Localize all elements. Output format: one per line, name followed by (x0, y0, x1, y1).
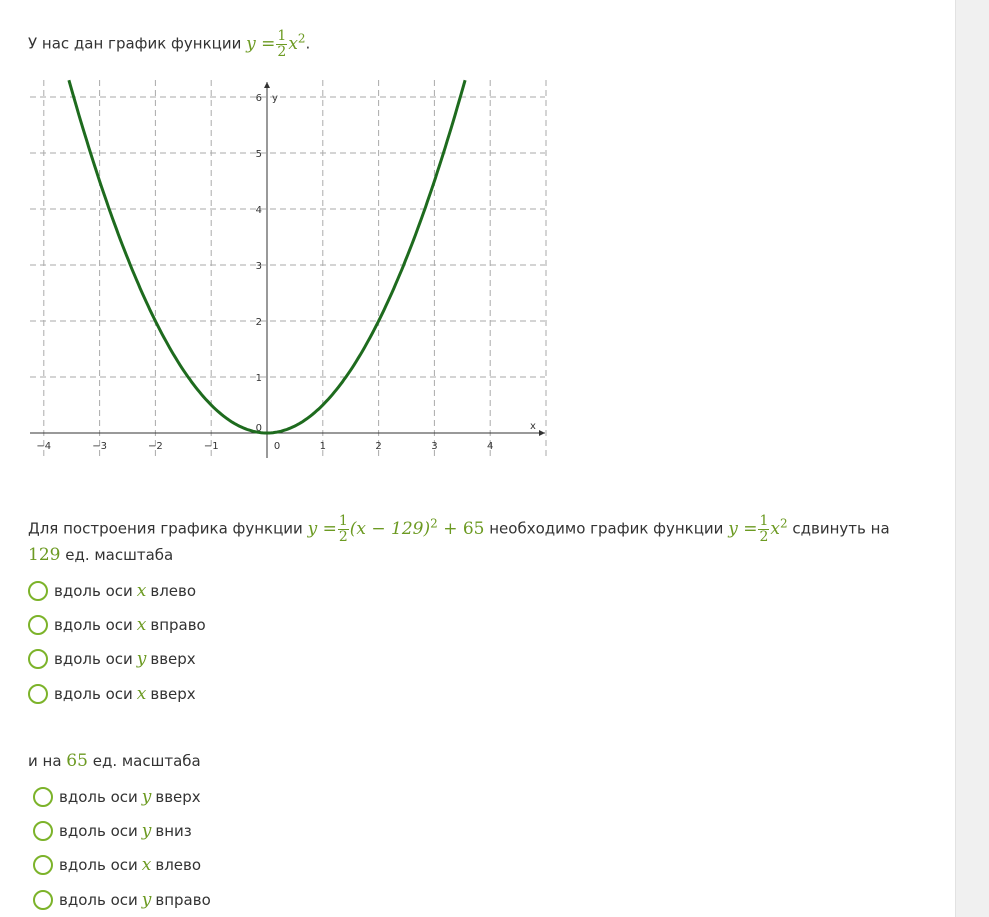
formula-shifted: y = 1 2 (x − 129)2 + 65 (307, 513, 485, 544)
x-tick-label: 3 (431, 441, 437, 452)
x-tick-label: −1 (204, 441, 219, 452)
answer-option[interactable]: вдоль оси y вверх (28, 649, 196, 669)
y-tick-label: 2 (256, 317, 262, 328)
denominator: 2 (277, 43, 287, 60)
radio-button[interactable] (33, 890, 53, 910)
y-tick-label: 6 (256, 93, 262, 104)
period: . (305, 34, 311, 53)
option-pre: вдоль оси (59, 856, 138, 874)
radio-button[interactable] (33, 821, 53, 841)
formula-tail: + 65 (443, 518, 485, 539)
option-post: вправо (155, 891, 211, 909)
denominator: 2 (338, 528, 348, 545)
formula-body: (x − 129) (349, 518, 431, 539)
formula-lhs: y = (307, 518, 337, 539)
option-var: y (141, 787, 152, 807)
numerator: 1 (337, 512, 349, 530)
q2-amount: и на 65 ед. масштаба (28, 751, 201, 771)
radio-button[interactable] (33, 787, 53, 807)
formula-lhs: y = (728, 518, 758, 539)
answer-option[interactable]: вдоль оси y вверх (33, 787, 201, 807)
var: x (288, 33, 298, 54)
option-var: x (136, 615, 147, 635)
option-var: y (141, 890, 152, 910)
q1-unit: ед. масштаба (65, 546, 174, 564)
question1-text: Для построения графика функции y = 1 2 (x −… (28, 513, 890, 545)
numerator: 1 (276, 27, 288, 45)
var: x (770, 518, 780, 539)
option-pre: вдоль оси (59, 822, 138, 840)
q2-value: 65 (66, 751, 88, 771)
q1-text-mid: необходимо график функции (489, 519, 724, 538)
x-tick-label: −3 (92, 441, 107, 452)
y-axis-arrow (264, 82, 270, 88)
formula-lhs: y = (246, 33, 276, 54)
option-var: y (141, 821, 152, 841)
option-post: вправо (150, 616, 206, 634)
x-tick-label: 1 (320, 441, 326, 452)
option-post: вниз (155, 822, 192, 840)
answer-option[interactable]: вдоль оси x вверх (28, 684, 196, 704)
y-tick-label: 1 (256, 373, 262, 384)
q2-pre: и на (28, 752, 62, 770)
x-tick-label: −2 (148, 441, 163, 452)
y-tick-label: 4 (256, 205, 262, 216)
answer-option[interactable]: вдоль оси x влево (28, 581, 196, 601)
answer-option[interactable]: вдоль оси y вниз (33, 821, 192, 841)
radio-button[interactable] (33, 855, 53, 875)
y-tick-label: 0 (256, 423, 262, 434)
option-pre: вдоль оси (54, 616, 133, 634)
option-post: влево (150, 582, 197, 600)
exponent: 2 (430, 516, 438, 530)
q1-amount: 129 ед. масштаба (28, 545, 173, 565)
parabola-curve (67, 79, 467, 435)
radio-button[interactable] (28, 615, 48, 635)
y-tick-label: 5 (256, 149, 262, 160)
x-tick-label: 0 (274, 441, 280, 452)
intro-label: У нас дан график функции (28, 34, 242, 53)
option-var: x (141, 855, 152, 875)
formula: y = 1 2 x2 (246, 28, 306, 59)
option-var: x (136, 684, 147, 704)
parabola-chart: −4 −3 −2 −1 0 1 2 3 4 0 1 2 3 4 5 6 x y (30, 79, 547, 458)
answer-option[interactable]: вдоль оси y вправо (33, 890, 211, 910)
option-post: вверх (150, 685, 196, 703)
option-pre: вдоль оси (54, 650, 133, 668)
answer-option[interactable]: вдоль оси x влево (33, 855, 201, 875)
x-tick-label: 2 (375, 441, 381, 452)
formula-base: y = 1 2 x2 (728, 513, 788, 544)
radio-button[interactable] (28, 581, 48, 601)
option-pre: вдоль оси (59, 891, 138, 909)
answer-option[interactable]: вдоль оси x вправо (28, 615, 206, 635)
option-var: y (136, 649, 147, 669)
option-pre: вдоль оси (54, 685, 133, 703)
option-var: x (136, 581, 147, 601)
y-axis-label: y (272, 93, 278, 104)
x-axis-arrow (539, 430, 545, 436)
option-pre: вдоль оси (54, 582, 133, 600)
option-post: влево (155, 856, 202, 874)
denominator: 2 (759, 528, 769, 545)
q1-text: Для построения графика функции (28, 519, 303, 538)
option-post: вверх (155, 788, 201, 806)
y-tick-label: 3 (256, 261, 262, 272)
numerator: 1 (758, 512, 770, 530)
q1-text-after: сдвинуть на (792, 519, 890, 538)
option-post: вверх (150, 650, 196, 668)
x-axis-label: x (530, 421, 536, 432)
exponent: 2 (779, 516, 788, 530)
option-pre: вдоль оси (59, 788, 138, 806)
q2-unit: ед. масштаба (92, 752, 201, 770)
intro-text: У нас дан график функции y = 1 2 x2. (28, 28, 310, 60)
x-tick-label: 4 (487, 441, 493, 452)
exponent: 2 (297, 31, 306, 45)
radio-button[interactable] (28, 684, 48, 704)
radio-button[interactable] (28, 649, 48, 669)
x-tick-label: −4 (36, 441, 51, 452)
q1-value: 129 (28, 545, 61, 565)
right-sidebar (955, 0, 989, 917)
